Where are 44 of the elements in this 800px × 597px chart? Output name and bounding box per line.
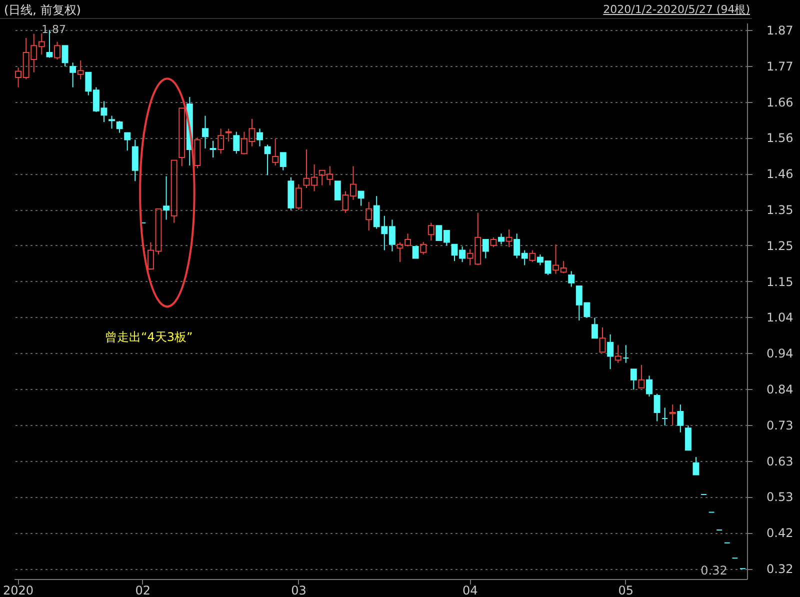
candlestick bbox=[210, 140, 216, 158]
x-tick-label: 2020 bbox=[3, 584, 34, 597]
y-tick-label: 0.42 bbox=[766, 526, 794, 540]
y-tick-label: 0.63 bbox=[766, 454, 794, 468]
y-tick-label: 1.87 bbox=[766, 23, 794, 38]
x-tick-label: 05 bbox=[618, 584, 634, 597]
y-tick-label: 1.56 bbox=[766, 131, 794, 146]
candlestick bbox=[622, 344, 630, 364]
annotation: 曾走出“4天3板” bbox=[105, 330, 193, 344]
candlestick bbox=[677, 404, 684, 433]
y-tick-label: 1.66 bbox=[766, 95, 794, 110]
y-tick-label: 1.46 bbox=[766, 167, 794, 182]
candlestick bbox=[614, 344, 622, 364]
y-tick-label: 0.53 bbox=[766, 490, 794, 504]
x-tick-label: 03 bbox=[291, 584, 306, 597]
y-tick-label: 0.94 bbox=[766, 346, 794, 361]
annotation: 0.32 bbox=[700, 564, 728, 578]
chart-title: (日线, 前复权) bbox=[4, 2, 81, 19]
candlestick bbox=[498, 233, 504, 245]
candlestick bbox=[256, 128, 263, 147]
candlestick bbox=[70, 62, 76, 88]
y-tick-label: 1.35 bbox=[766, 203, 794, 218]
candlestick bbox=[163, 176, 170, 220]
candlestick bbox=[225, 128, 232, 142]
y-tick-label: 1.77 bbox=[766, 59, 794, 74]
candlestick bbox=[669, 404, 676, 426]
chart-subtitle: 2020/1/2-2020/5/27 (94根) bbox=[603, 2, 750, 17]
candlestick bbox=[662, 407, 668, 426]
candlestick bbox=[366, 201, 372, 231]
annotation: 1.87 bbox=[41, 22, 66, 36]
y-tick-label: 0.73 bbox=[766, 418, 794, 432]
candlestick bbox=[506, 228, 512, 248]
y-tick-label: 1.25 bbox=[766, 238, 794, 253]
y-tick-label: 1.04 bbox=[766, 310, 794, 325]
x-tick-label: 02 bbox=[135, 584, 151, 597]
x-tick-label: 04 bbox=[462, 584, 478, 597]
candlestick bbox=[77, 60, 84, 80]
candlestick bbox=[202, 115, 208, 149]
candlestick bbox=[607, 334, 614, 370]
y-tick-label: 1.15 bbox=[766, 274, 794, 289]
candlestick bbox=[568, 270, 575, 288]
y-tick-label: 0.32 bbox=[766, 562, 794, 576]
y-tick-label: 0.84 bbox=[766, 382, 794, 397]
candlestick bbox=[194, 137, 201, 169]
